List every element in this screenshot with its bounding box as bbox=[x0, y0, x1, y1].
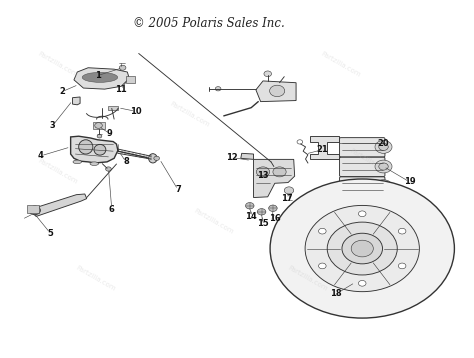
Text: Partzilla.com: Partzilla.com bbox=[169, 101, 210, 129]
Text: 10: 10 bbox=[129, 107, 141, 116]
Circle shape bbox=[154, 156, 159, 160]
Circle shape bbox=[327, 222, 397, 275]
Text: Partzilla.com: Partzilla.com bbox=[320, 51, 362, 79]
Circle shape bbox=[375, 160, 392, 173]
Text: 2: 2 bbox=[59, 87, 65, 96]
Text: 12: 12 bbox=[227, 153, 238, 162]
Circle shape bbox=[29, 206, 40, 215]
Circle shape bbox=[270, 85, 285, 97]
Polygon shape bbox=[256, 81, 296, 102]
Text: 19: 19 bbox=[404, 177, 415, 187]
Polygon shape bbox=[254, 159, 295, 198]
Ellipse shape bbox=[94, 144, 106, 155]
Circle shape bbox=[256, 167, 270, 177]
Text: 11: 11 bbox=[115, 85, 127, 95]
Circle shape bbox=[319, 228, 326, 234]
Circle shape bbox=[119, 65, 126, 70]
Text: Partzilla.com: Partzilla.com bbox=[36, 51, 78, 79]
Text: © 2005 Polaris Sales Inc.: © 2005 Polaris Sales Inc. bbox=[133, 18, 284, 30]
Text: 4: 4 bbox=[38, 151, 44, 160]
Circle shape bbox=[358, 211, 366, 217]
FancyBboxPatch shape bbox=[339, 177, 385, 196]
Polygon shape bbox=[241, 153, 254, 159]
Text: 15: 15 bbox=[257, 219, 269, 228]
Circle shape bbox=[375, 180, 392, 193]
Text: 3: 3 bbox=[50, 121, 55, 130]
Polygon shape bbox=[74, 68, 129, 89]
Circle shape bbox=[97, 134, 102, 138]
Text: 9: 9 bbox=[107, 129, 112, 138]
Circle shape bbox=[305, 205, 419, 292]
Circle shape bbox=[215, 87, 221, 91]
Circle shape bbox=[375, 140, 392, 153]
Polygon shape bbox=[310, 136, 338, 159]
Circle shape bbox=[270, 179, 455, 318]
Text: 18: 18 bbox=[330, 289, 342, 298]
Text: 17: 17 bbox=[281, 194, 292, 203]
Circle shape bbox=[379, 143, 388, 150]
Circle shape bbox=[95, 123, 102, 129]
Ellipse shape bbox=[79, 140, 93, 154]
Ellipse shape bbox=[73, 160, 82, 164]
Circle shape bbox=[398, 263, 406, 269]
FancyBboxPatch shape bbox=[339, 157, 385, 176]
FancyBboxPatch shape bbox=[339, 137, 385, 157]
Text: Partzilla.com: Partzilla.com bbox=[36, 158, 78, 185]
Circle shape bbox=[264, 71, 272, 77]
Circle shape bbox=[319, 263, 326, 269]
Circle shape bbox=[257, 209, 266, 215]
Circle shape bbox=[32, 209, 37, 212]
Bar bbox=[109, 106, 118, 110]
Text: 8: 8 bbox=[123, 158, 129, 166]
Text: 14: 14 bbox=[246, 212, 257, 221]
Circle shape bbox=[379, 183, 388, 190]
Bar bbox=[93, 122, 105, 129]
Circle shape bbox=[246, 203, 254, 209]
Circle shape bbox=[351, 240, 374, 257]
Text: 16: 16 bbox=[269, 214, 281, 223]
Text: 13: 13 bbox=[257, 171, 269, 180]
Circle shape bbox=[379, 163, 388, 170]
Circle shape bbox=[398, 228, 406, 234]
Text: Partzilla.com: Partzilla.com bbox=[287, 265, 328, 292]
Circle shape bbox=[358, 280, 366, 286]
Text: 20: 20 bbox=[378, 139, 389, 148]
Circle shape bbox=[106, 167, 111, 171]
Text: Partzilla.com: Partzilla.com bbox=[74, 265, 116, 292]
Text: 5: 5 bbox=[47, 229, 53, 238]
Text: 7: 7 bbox=[175, 185, 181, 194]
Circle shape bbox=[269, 205, 277, 212]
Bar bbox=[126, 76, 136, 83]
Text: Partzilla.com: Partzilla.com bbox=[192, 208, 234, 236]
Text: 1: 1 bbox=[95, 71, 100, 80]
Circle shape bbox=[342, 233, 383, 264]
Bar bbox=[27, 205, 38, 213]
Polygon shape bbox=[71, 136, 118, 163]
Text: 6: 6 bbox=[109, 205, 115, 214]
Polygon shape bbox=[73, 97, 80, 105]
Polygon shape bbox=[31, 194, 87, 217]
Text: 21: 21 bbox=[316, 145, 328, 154]
Ellipse shape bbox=[82, 72, 118, 82]
Ellipse shape bbox=[90, 162, 99, 165]
Text: Partzilla.com: Partzilla.com bbox=[348, 147, 390, 175]
Circle shape bbox=[273, 167, 286, 177]
Ellipse shape bbox=[149, 154, 157, 163]
Circle shape bbox=[284, 187, 294, 194]
